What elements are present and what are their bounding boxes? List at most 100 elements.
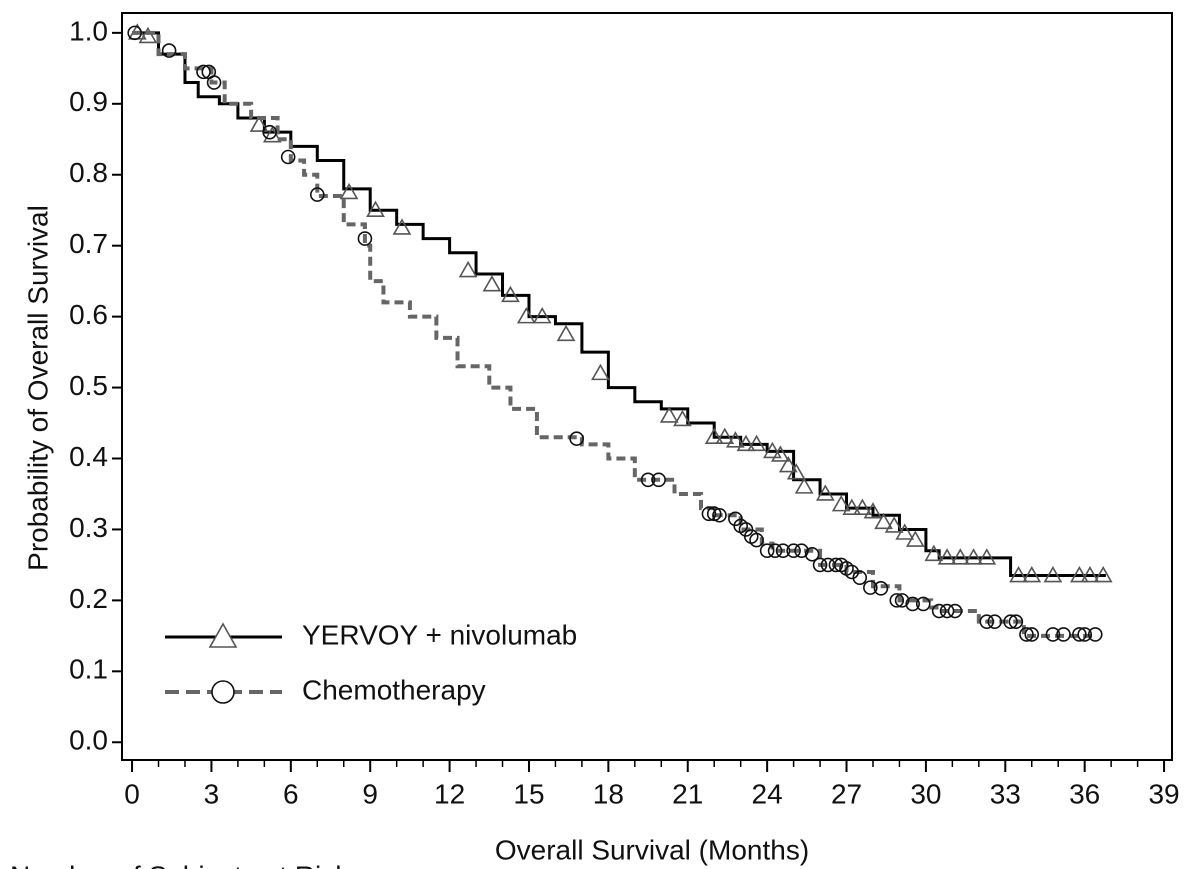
legend-label: YERVOY + nivolumab [302,619,577,650]
censor-marker [853,498,872,515]
censor-marker [516,307,536,324]
censor-marker [1080,565,1100,583]
x-tick-label: 6 [283,778,299,809]
x-tick-label: 9 [362,778,378,809]
y-tick-label: 0.5 [69,370,108,401]
censor-marker [591,363,610,381]
x-tick-label: 18 [593,778,624,809]
censor-marker [775,543,791,559]
y-tick-label: 0.1 [69,654,108,685]
censor-marker [950,548,970,565]
censor-marker [1022,565,1042,583]
legend-label: Chemotherapy [302,674,486,705]
censor-marker [706,506,722,522]
x-tick-label: 15 [513,778,544,809]
survival-curve [132,30,1096,638]
y-tick-label: 0.8 [69,157,108,188]
censor-marker [701,506,717,522]
censor-marker [804,546,820,562]
censor-marker [1009,565,1028,583]
censor-marker [138,26,158,44]
censor-marker [309,187,325,202]
x-tick-label: 39 [1148,778,1179,809]
censor-marker [196,64,211,80]
censor-marker [249,115,269,132]
censor-marker [501,285,520,303]
censor-marker [392,218,412,235]
censor-marker [1056,627,1071,642]
censor-marker [1077,627,1092,642]
censor-marker [759,543,775,559]
x-tick-label: 21 [672,778,703,809]
censor-marker [532,307,552,324]
censor-marker [357,231,373,246]
censor-marker [924,544,944,562]
censor-marker [915,596,931,612]
censor-marker [556,324,576,342]
censor-marker [937,548,957,565]
censor-marker [1008,614,1024,629]
censor-marker [977,548,997,565]
survival-curve [132,31,1106,578]
y-tick-label: 0.9 [69,86,108,117]
y-axis-label: Probability of Overall Survival [22,205,53,571]
y-tick-label: 1.0 [69,15,108,46]
censor-marker [161,43,177,58]
y-tick-label: 0.2 [69,583,108,614]
x-tick-label: 30 [910,778,941,809]
censor-marker [280,149,296,165]
x-axis-label: Overall Survival (Months) [495,834,809,865]
censor-marker [947,603,963,619]
censor-marker [127,25,143,41]
censor-marker [895,523,915,540]
censor-marker [987,614,1003,629]
censor-marker [726,431,745,448]
censor-marker [828,557,844,573]
x-tick-label: 36 [1069,778,1100,809]
censor-marker [763,441,782,459]
legend-marker [211,680,235,704]
censor-marker [778,455,798,473]
censor-marker [884,516,904,533]
censor-marker [889,593,905,608]
x-tick-label: 12 [434,778,465,809]
censor-marker [979,614,995,629]
censor-marker [873,581,889,596]
y-tick-label: 0.3 [69,512,108,543]
censor-marker [786,463,806,480]
censor-marker [939,603,955,619]
censor-marker [659,406,679,423]
censor-marker [863,502,883,519]
censor-marker [712,507,727,523]
censor-marker [262,124,277,140]
censor-marker [715,427,735,445]
censor-marker [482,275,502,292]
x-tick-label: 27 [831,778,862,809]
censor-marker [1003,614,1018,629]
footer: Number of Subjects at Risk [10,860,350,869]
censor-marker [863,580,878,595]
censor-marker [786,543,801,559]
y-tick-label: 0.4 [69,441,108,472]
censor-marker [770,445,790,462]
y-tick-label: 0.0 [69,725,108,756]
y-tick-label: 0.7 [69,228,108,259]
censor-marker [1019,627,1034,642]
plot-frame [121,12,1173,761]
censor-marker [736,434,756,452]
censor-marker [964,548,983,565]
x-tick-label: 0 [124,778,140,809]
censor-marker [874,512,893,530]
x-tick-label: 3 [204,778,220,809]
censor-marker [569,431,584,446]
censor-marker [747,434,766,452]
x-tick-label: 24 [752,778,783,809]
censor-marker [1087,627,1103,642]
censor-marker [815,484,835,501]
censor-marker [1024,627,1040,642]
censor-marker [931,603,947,619]
censor-marker [905,530,925,547]
censor-marker [767,543,783,559]
censor-marker [1070,565,1089,583]
